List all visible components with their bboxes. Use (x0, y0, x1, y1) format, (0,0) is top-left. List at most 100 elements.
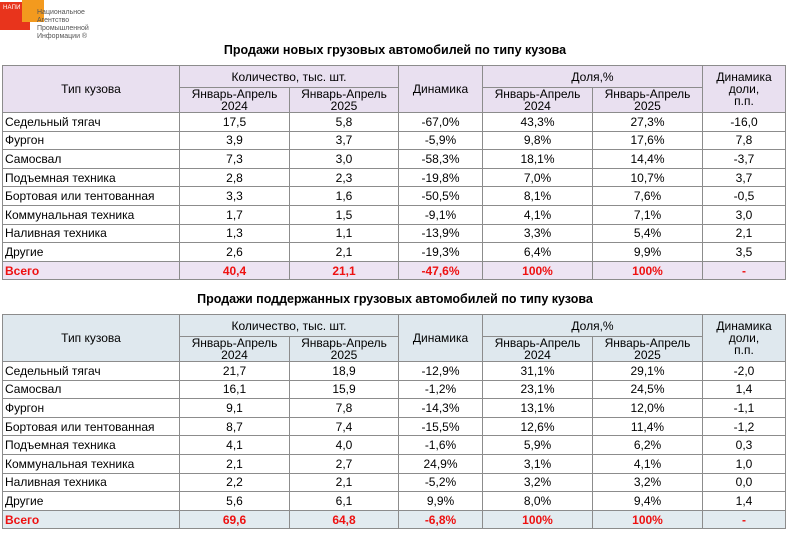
table-row: Самосвал 16,1 15,9 -1,2% 23,1% 24,5% 1,4 (2, 379, 786, 400)
row-label: Седельный тягач (2, 112, 180, 132)
table-cell: 21,1 (289, 260, 399, 281)
row-label: Всего (2, 509, 180, 530)
table-cell: 1,6 (289, 186, 399, 206)
row-label: Наливная техника (2, 472, 180, 493)
table-cell: 7,8 (702, 130, 786, 151)
table-cell: 5,8 (289, 112, 399, 132)
header-qty: Количество, тыс. шт. (179, 65, 399, 88)
header-row: Тип кузова Количество, тыс. шт. Динамика… (2, 65, 786, 113)
table-cell: 64,8 (289, 509, 399, 530)
table-cell: 3,2% (592, 472, 703, 493)
header-dynamics: Динамика (398, 314, 483, 362)
table-cell: 12,0% (592, 398, 703, 418)
row-label: Коммунальная техника (2, 204, 180, 225)
header-share: Доля,% (482, 314, 703, 337)
table-row: Бортовая или тентованная 8,7 7,4 -15,5% 12,6… (2, 416, 786, 437)
table-cell: 24,5% (592, 379, 703, 400)
table-cell: 2,8 (179, 167, 290, 188)
table-row: Седельный тягач 21,7 18,9 -12,9% 31,1% 29,1% -… (2, 361, 786, 381)
table-cell: -19,8% (398, 167, 483, 188)
table2-title: Продажи поддержанных грузовых автомобиле… (197, 292, 593, 306)
row-label: Самосвал (2, 379, 180, 400)
table-row: Фургон 3,9 3,7 -5,9% 9,8% 17,6% 7,8 (2, 130, 786, 151)
table-cell: 2,1 (702, 223, 786, 244)
table-cell: 18,1% (482, 149, 593, 169)
header-share-2025: Январь-Апрель 2025 (592, 87, 703, 113)
table-cell: -2,0 (702, 361, 786, 381)
table-cell: 9,9% (398, 491, 483, 511)
table-row: Самосвал 7,3 3,0 -58,3% 18,1% 14,4% -3,7 (2, 149, 786, 169)
table-cell: 3,5 (702, 242, 786, 262)
table-row: Седельный тягач 17,5 5,8 -67,0% 43,3% 27,3% -1… (2, 112, 786, 132)
table-cell: 0,0 (702, 472, 786, 493)
table-cell: 4,1 (179, 435, 290, 455)
row-label: Наливная техника (2, 223, 180, 244)
table-cell: 1,4 (702, 379, 786, 400)
table-cell: 23,1% (482, 379, 593, 400)
table-cell: 2,6 (179, 242, 290, 262)
row-label: Подъемная техника (2, 435, 180, 455)
table-row: Фургон 9,1 7,8 -14,3% 13,1% 12,0% -1,1 (2, 398, 786, 418)
table-row: Наливная техника 2,2 2,1 -5,2% 3,2% 3,2% 0,0 (2, 472, 786, 493)
table-cell: 7,3 (179, 149, 290, 169)
header-dynamics: Динамика (398, 65, 483, 113)
row-label: Фургон (2, 398, 180, 418)
subheader-row: Январь-Апрель 2024 Январь-Апрель 2025 Янва… (3, 87, 786, 113)
table-cell: 5,6 (179, 491, 290, 511)
table-cell: -1,1 (702, 398, 786, 418)
header-qty-2024: Январь-Апрель 2024 (179, 87, 290, 113)
table-cell: 7,6% (592, 186, 703, 206)
table-cell: -1,6% (398, 435, 483, 455)
table-cell: 29,1% (592, 361, 703, 381)
table-cell: 17,5 (179, 112, 290, 132)
row-label: Самосвал (2, 149, 180, 169)
table-cell: 6,2% (592, 435, 703, 455)
table-cell: 7,8 (289, 398, 399, 418)
table-cell: 8,0% (482, 491, 593, 511)
table-row: Коммунальная техника 2,1 2,7 24,9% 3,1% 4,1% 1… (2, 453, 786, 474)
used-trucks-table: Тип кузова Количество, тыс. шт. Динамика… (2, 314, 786, 530)
row-label: Другие (2, 491, 180, 511)
row-label: Другие (2, 242, 180, 262)
table-cell: 3,2% (482, 472, 593, 493)
table-cell: 1,7 (179, 204, 290, 225)
header-qty-2025: Январь-Апрель 2025 (289, 336, 399, 362)
table-cell: 4,0 (289, 435, 399, 455)
table-cell: 5,9% (482, 435, 593, 455)
table-cell: -47,6% (398, 260, 483, 281)
table-row: Подъемная техника 2,8 2,3 -19,8% 7,0% 10,7% 3,… (2, 167, 786, 188)
napi-logo: НАПИ Национальное Агентство Промышленной… (0, 0, 110, 48)
logo-abbr: НАПИ (3, 5, 21, 11)
table-cell: 40,4 (179, 260, 290, 281)
table-cell: 17,6% (592, 130, 703, 151)
table-cell: 11,4% (592, 416, 703, 437)
table-cell: 7,4 (289, 416, 399, 437)
table-cell: -5,2% (398, 472, 483, 493)
table-cell: 31,1% (482, 361, 593, 381)
row-label: Коммунальная техника (2, 453, 180, 474)
table-cell: - (702, 509, 786, 530)
table-cell: -50,5% (398, 186, 483, 206)
table-cell: 100% (592, 260, 703, 281)
header-share-2024: Январь-Апрель 2024 (482, 336, 593, 362)
row-label: Подъемная техника (2, 167, 180, 188)
table-cell: 3,0 (702, 204, 786, 225)
table-cell: 1,3 (179, 223, 290, 244)
table-cell: 12,6% (482, 416, 593, 437)
table-cell: 21,7 (179, 361, 290, 381)
table-cell: -9,1% (398, 204, 483, 225)
header-share: Доля,% (482, 65, 703, 88)
table-cell: -1,2% (398, 379, 483, 400)
table-cell: 3,1% (482, 453, 593, 474)
table-cell: 10,7% (592, 167, 703, 188)
table-cell: 100% (482, 509, 593, 530)
table-row: Наливная техника 1,3 1,1 -13,9% 3,3% 5,4% 2,1 (2, 223, 786, 244)
table-cell: 9,4% (592, 491, 703, 511)
table-cell: 15,9 (289, 379, 399, 400)
table-cell: 2,7 (289, 453, 399, 474)
header-type: Тип кузова (2, 65, 180, 113)
table1-title: Продажи новых грузовых автомобилей по ти… (223, 43, 567, 57)
table-cell: 4,1% (482, 204, 593, 225)
table-row: Коммунальная техника 1,7 1,5 -9,1% 4,1% 7,1% 3… (2, 204, 786, 225)
logo-orange-square (22, 0, 44, 22)
